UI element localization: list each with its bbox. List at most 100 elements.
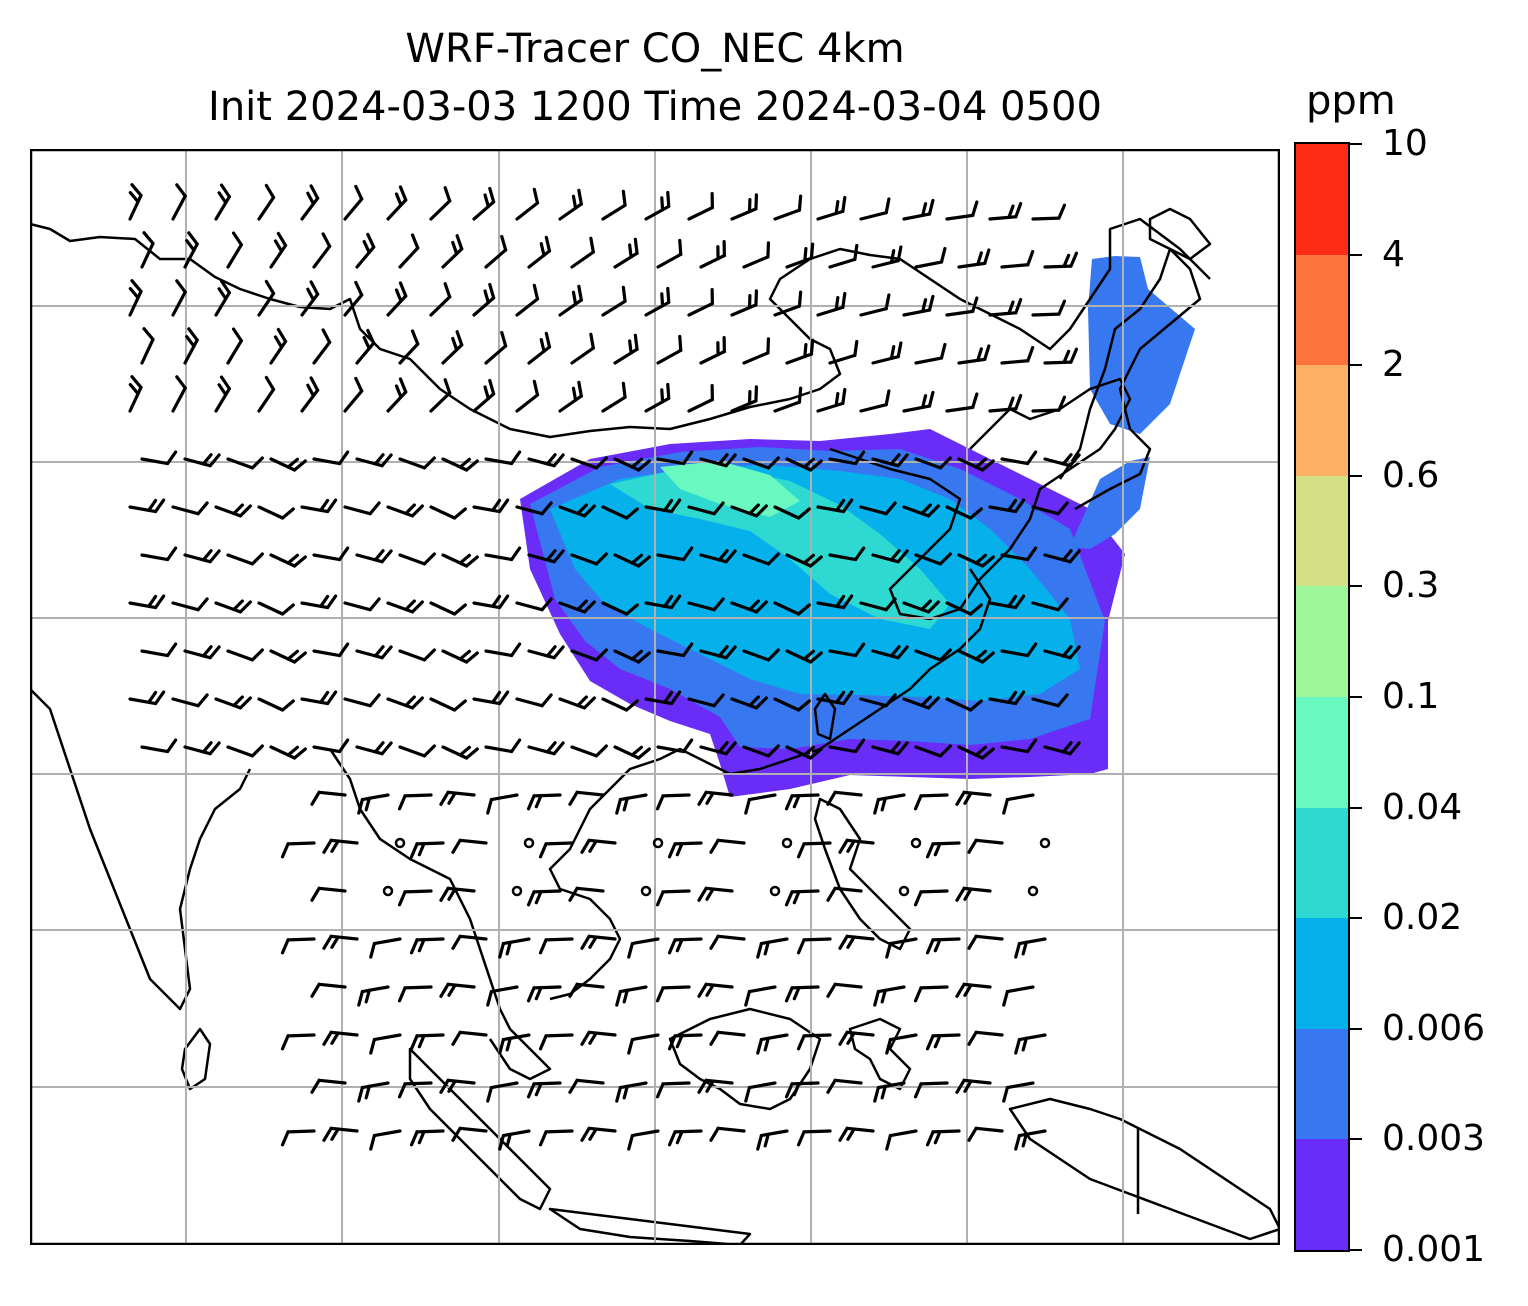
wind-barb bbox=[1014, 937, 1047, 959]
wind-barb bbox=[828, 546, 866, 562]
calm-wind-circle bbox=[769, 885, 781, 897]
wind-barb bbox=[655, 889, 691, 907]
wind-barb bbox=[386, 377, 408, 413]
plume-contour-japan bbox=[1088, 256, 1195, 434]
wind-barb bbox=[558, 188, 583, 221]
wind-barb bbox=[171, 693, 209, 708]
colorbar-tick bbox=[1350, 696, 1362, 698]
wind-barb bbox=[785, 457, 823, 472]
wind-barb bbox=[742, 456, 780, 470]
wind-barb bbox=[816, 387, 847, 413]
wind-barb bbox=[687, 693, 725, 708]
wind-barb bbox=[613, 457, 651, 472]
coastline-segment bbox=[30, 688, 252, 1011]
wind-barb bbox=[967, 934, 1004, 950]
wind-barb bbox=[828, 738, 866, 754]
calm-wind-circle bbox=[511, 885, 523, 897]
wind-barb bbox=[601, 381, 627, 413]
wind-barb bbox=[280, 841, 316, 859]
wind-barb bbox=[472, 594, 510, 610]
wind-barb bbox=[699, 453, 737, 468]
wind-barb bbox=[484, 234, 508, 269]
wind-barb bbox=[816, 195, 847, 221]
wind-barb bbox=[300, 280, 320, 317]
wind-barb bbox=[171, 375, 187, 413]
wind-barb bbox=[709, 1126, 746, 1142]
coastline-segment bbox=[668, 1007, 822, 1111]
wind-barb bbox=[925, 1129, 961, 1147]
wind-barb bbox=[269, 457, 307, 472]
wind-barb bbox=[280, 1129, 316, 1147]
calm-wind-circle bbox=[1027, 885, 1039, 897]
colorbar-tick-label: 0.003 bbox=[1382, 1118, 1486, 1160]
wind-barb bbox=[568, 1078, 605, 1094]
wind-barb bbox=[967, 1126, 1004, 1142]
wind-barb bbox=[128, 690, 166, 706]
wind-barb bbox=[656, 642, 694, 658]
wind-barb bbox=[441, 745, 479, 760]
wind-barb bbox=[644, 190, 671, 221]
wind-barb bbox=[343, 501, 381, 516]
wind-barb bbox=[644, 690, 682, 706]
wind-barb bbox=[269, 553, 307, 568]
wind-barb bbox=[214, 183, 231, 221]
wind-barb bbox=[773, 194, 803, 221]
wind-barb bbox=[1043, 453, 1081, 468]
wind-barb bbox=[397, 793, 433, 811]
colorbar-tick-label: 0.006 bbox=[1382, 1007, 1486, 1049]
wind-barb bbox=[441, 234, 464, 269]
wind-barb bbox=[785, 553, 823, 568]
wind-barb bbox=[785, 242, 815, 269]
wind-barb bbox=[1000, 642, 1038, 658]
wind-barb bbox=[773, 601, 811, 616]
wind-barb bbox=[183, 453, 221, 468]
wind-barbs bbox=[128, 183, 1081, 1151]
wind-barb bbox=[838, 934, 875, 950]
wind-barb bbox=[451, 1030, 488, 1046]
wind-barb bbox=[343, 693, 381, 708]
colorbar-tick bbox=[1350, 917, 1362, 920]
wind-barb bbox=[601, 601, 639, 616]
wind-barb bbox=[128, 594, 166, 610]
wind-barb bbox=[484, 642, 522, 658]
wind-barb bbox=[730, 289, 759, 317]
colorbar-tick-label: 0.3 bbox=[1382, 565, 1440, 607]
wind-barb bbox=[859, 197, 891, 221]
wind-barb bbox=[656, 238, 683, 269]
colorbar-tick-label: 0.001 bbox=[1382, 1229, 1486, 1270]
wind-barb bbox=[140, 738, 178, 754]
wind-barb bbox=[914, 246, 947, 269]
wind-barb bbox=[312, 642, 350, 658]
wind-barb bbox=[945, 505, 983, 520]
wind-barb bbox=[429, 378, 452, 413]
wind-barb bbox=[183, 645, 221, 660]
wind-barb bbox=[871, 741, 909, 756]
wind-barb bbox=[914, 342, 947, 365]
colorbar-segment bbox=[1296, 365, 1348, 476]
wind-barb bbox=[1014, 1129, 1047, 1151]
wind-barb bbox=[472, 186, 496, 221]
wind-barb bbox=[386, 281, 408, 317]
wind-barb bbox=[300, 690, 338, 706]
wind-barb bbox=[742, 648, 780, 662]
wind-barb bbox=[742, 552, 780, 566]
wind-barb bbox=[838, 838, 875, 854]
wind-barb bbox=[988, 297, 1023, 317]
wind-barb bbox=[515, 693, 553, 708]
wind-barb bbox=[558, 380, 583, 413]
wind-barb bbox=[439, 1078, 476, 1094]
wind-barb bbox=[214, 375, 231, 413]
coastline-segment bbox=[1148, 207, 1212, 261]
wind-barb bbox=[570, 332, 595, 365]
wind-barb bbox=[914, 648, 952, 662]
coastline-segment bbox=[848, 1017, 912, 1091]
wind-barb bbox=[828, 339, 859, 365]
wind-barb bbox=[1043, 251, 1079, 269]
wind-barb bbox=[214, 599, 252, 614]
wind-barb bbox=[409, 937, 445, 955]
plume-contour-0.006 bbox=[550, 465, 1080, 701]
wind-barb bbox=[171, 183, 187, 221]
wind-barb bbox=[957, 745, 995, 760]
wind-barb bbox=[128, 279, 143, 317]
wind-barb bbox=[1031, 501, 1069, 516]
